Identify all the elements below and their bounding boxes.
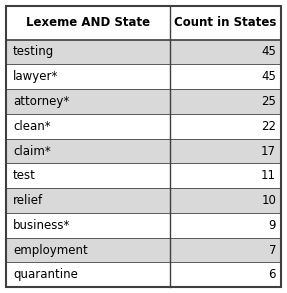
Text: Count in States: Count in States	[174, 16, 277, 29]
Bar	[6, 114, 281, 139]
Bar	[6, 40, 281, 64]
Bar	[6, 213, 281, 238]
Text: 10: 10	[261, 194, 276, 207]
Text: 9: 9	[269, 219, 276, 232]
Text: 45: 45	[261, 70, 276, 83]
Text: employment: employment	[13, 243, 88, 256]
Bar	[6, 6, 281, 40]
Text: testing: testing	[13, 45, 54, 59]
Text: 17: 17	[261, 144, 276, 158]
Text: lawyer*: lawyer*	[13, 70, 58, 83]
Text: 45: 45	[261, 45, 276, 59]
Bar	[6, 139, 281, 163]
Text: 22: 22	[261, 120, 276, 133]
Text: clean*: clean*	[13, 120, 51, 133]
Text: claim*: claim*	[13, 144, 51, 158]
Bar	[6, 64, 281, 89]
Text: 6: 6	[269, 268, 276, 281]
Text: 11: 11	[261, 169, 276, 182]
Bar	[6, 238, 281, 263]
Bar	[6, 89, 281, 114]
Text: Lexeme AND State: Lexeme AND State	[26, 16, 150, 29]
Text: test: test	[13, 169, 36, 182]
Text: 25: 25	[261, 95, 276, 108]
Text: 7: 7	[269, 243, 276, 256]
Text: attorney*: attorney*	[13, 95, 69, 108]
Bar	[6, 263, 281, 287]
Text: quarantine: quarantine	[13, 268, 78, 281]
Text: business*: business*	[13, 219, 70, 232]
Bar	[6, 163, 281, 188]
Bar	[6, 188, 281, 213]
Text: relief: relief	[13, 194, 43, 207]
